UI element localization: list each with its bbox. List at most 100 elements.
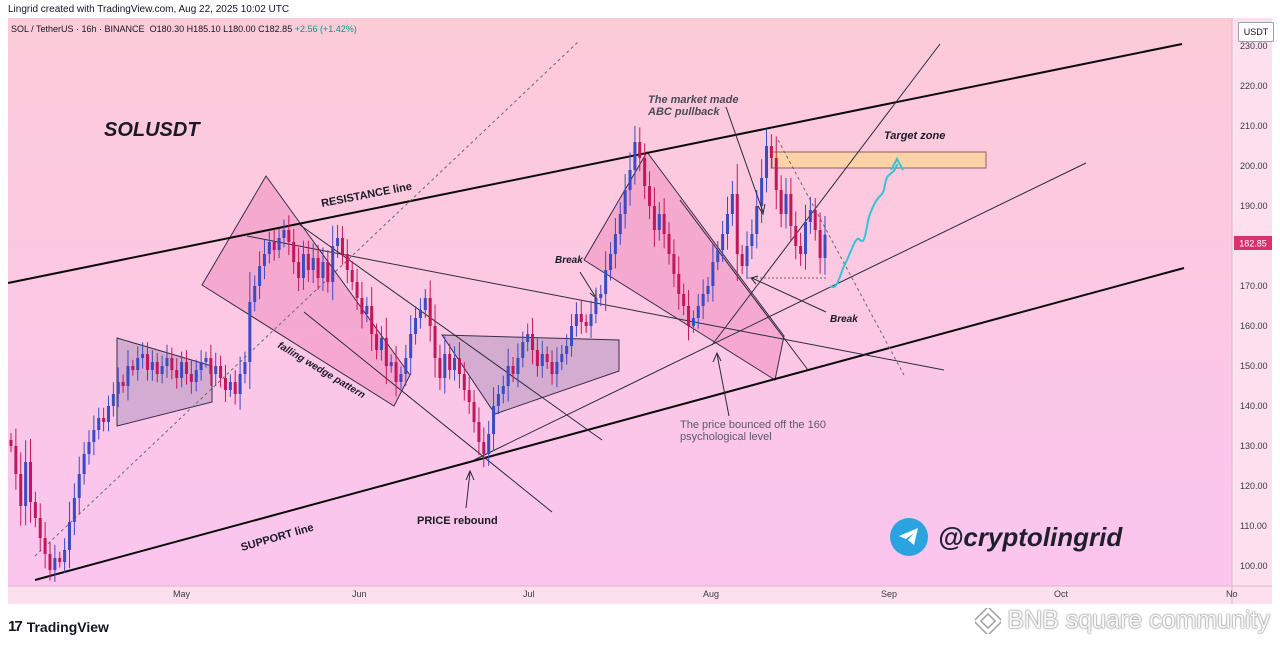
candle-body	[72, 498, 76, 522]
candle-body	[823, 234, 827, 258]
candle-body	[331, 246, 335, 282]
candle-body	[63, 550, 67, 562]
candle-body	[506, 366, 510, 386]
candle-body	[662, 214, 666, 234]
watermark-text: BNB square community	[1007, 606, 1270, 634]
candle-body	[77, 474, 81, 498]
projection-dotted-line	[777, 139, 905, 376]
candle-body	[131, 366, 135, 370]
candle-body	[526, 334, 530, 342]
candle-body	[779, 190, 783, 214]
candle-body	[550, 362, 554, 374]
chart-area[interactable]: 100.00 110.00 120.00 130.00 140.00 150.00 160.…	[0, 16, 1280, 604]
candle-body	[579, 314, 583, 322]
candle-body	[243, 362, 247, 374]
candle-body	[204, 358, 208, 362]
candle-body	[111, 394, 115, 406]
candle-body	[404, 358, 408, 374]
candle-body	[721, 234, 725, 250]
candle-body	[414, 318, 418, 334]
candle-body	[774, 158, 778, 190]
candle-body	[379, 338, 383, 350]
price-axis-panel	[1232, 18, 1272, 586]
candle-body	[189, 374, 193, 382]
candle-body	[730, 194, 734, 214]
candle-body	[516, 358, 520, 374]
y-tick-label: 210.00	[1240, 121, 1268, 131]
y-tick-label: 130.00	[1240, 441, 1268, 451]
candle-body	[443, 354, 447, 378]
price-rebound-label: PRICE rebound	[417, 515, 498, 527]
candle-body	[740, 254, 744, 266]
candle-body	[384, 338, 388, 366]
candle-body	[667, 234, 671, 254]
abc-label-line-1: The market made	[648, 94, 738, 106]
candle-body	[145, 354, 149, 370]
candle-body	[716, 250, 720, 262]
y-tick-label: 150.00	[1240, 361, 1268, 371]
candle-body	[262, 254, 266, 266]
candle-body	[711, 262, 715, 286]
candle-body	[584, 322, 588, 326]
symbol-title: SOLUSDT	[104, 119, 201, 141]
currency-selector[interactable]: USDT	[1238, 22, 1274, 42]
candle-body	[599, 294, 603, 298]
candle-body	[336, 238, 340, 246]
telegram-handle[interactable]: @cryptolingrid	[890, 518, 1122, 556]
break-1-arrow-head	[589, 290, 597, 300]
candle-body	[58, 558, 62, 562]
candle-body	[462, 374, 466, 390]
bnb-watermark: BNB square community	[975, 606, 1270, 635]
price-chart[interactable]: 100.00 110.00 120.00 130.00 140.00 150.00 160.…	[0, 16, 1280, 604]
candle-body	[194, 370, 198, 382]
candle-body	[199, 362, 203, 370]
candle-body	[726, 214, 730, 234]
candle-body	[482, 442, 486, 454]
break-2-arrow-head	[750, 275, 759, 285]
candle-body	[521, 342, 525, 358]
bounce-label-line-2: psychological level	[680, 431, 772, 443]
candle-body	[531, 334, 535, 350]
y-tick-label: 140.00	[1240, 401, 1268, 411]
legend-symbol: SOL / TetherUS · 16h · BINANCE	[11, 24, 145, 34]
candle-body	[687, 306, 691, 326]
candle-body	[784, 194, 788, 214]
candle-body	[545, 354, 549, 362]
candle-body	[560, 354, 564, 362]
candle-body	[340, 238, 344, 254]
x-tick-label: Jun	[352, 589, 367, 599]
candle-body	[116, 382, 120, 394]
created-by-line: Lingrid created with TradingView.com, Au…	[8, 4, 290, 15]
candle-body	[799, 246, 803, 254]
y-tick-label: 230.00	[1240, 41, 1268, 51]
candle-body	[604, 270, 608, 294]
candles	[9, 126, 827, 582]
candle-body	[813, 210, 817, 230]
handle-text: @cryptolingrid	[938, 521, 1123, 552]
abc-pointer-head	[757, 203, 766, 216]
candle-body	[82, 454, 86, 474]
bnb-diamond-icon	[975, 607, 1002, 634]
candle-body	[492, 406, 496, 434]
candle-body	[48, 554, 52, 570]
candle-body	[150, 362, 154, 370]
x-tick-label: Jul	[523, 589, 535, 599]
symbol-legend[interactable]: SOL / TetherUS · 16h · BINANCE O180.30 H…	[11, 24, 357, 34]
candle-body	[19, 474, 23, 506]
candle-body	[365, 306, 369, 314]
x-tick-label: Sep	[881, 589, 897, 599]
candle-body	[316, 258, 320, 278]
abc-breakout-line	[711, 43, 941, 346]
tradingview-logo[interactable]: 17 TradingView	[8, 618, 109, 635]
time-axis-ticks: May Jun Jul Aug Sep Oct No	[173, 589, 1238, 599]
legend-ohlc: O180.30 H185.10 L180.00 C182.85	[149, 24, 293, 34]
last-price-tag	[1234, 236, 1272, 250]
target-zone-label: Target zone	[884, 130, 945, 142]
candle-body	[360, 298, 364, 314]
candle-body	[301, 254, 305, 278]
candle-body	[180, 362, 184, 378]
candle-body	[355, 282, 359, 298]
resistance-line	[7, 43, 1183, 284]
x-tick-label: May	[173, 589, 191, 599]
candle-body	[409, 334, 413, 358]
